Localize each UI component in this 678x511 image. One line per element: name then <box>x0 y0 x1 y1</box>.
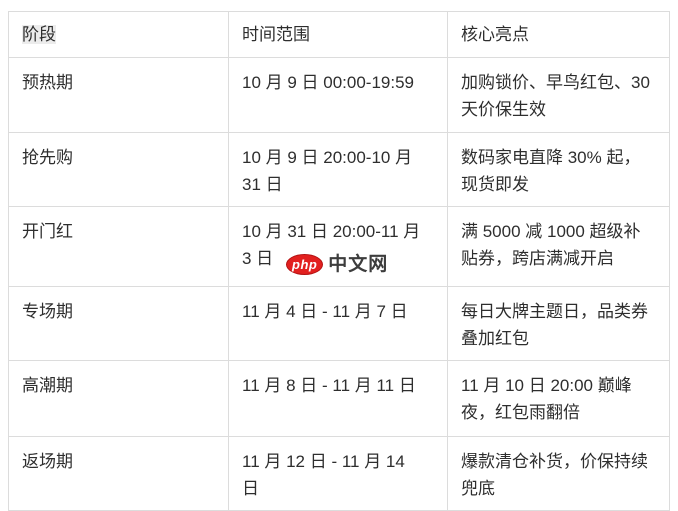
stage-label: 返场期 <box>22 452 73 471</box>
time-range-text: 11 月 4 日 - 11 月 7 日 <box>242 302 408 321</box>
stage-cell: 返场期 <box>8 436 229 511</box>
time-cell: 11 月 12 日 - 11 月 14 日 <box>228 436 448 511</box>
table-row: 返场期 11 月 12 日 - 11 月 14 日 爆款清仓补货，价保持续 兜底 <box>8 436 670 511</box>
time-range-text: 10 月 9 日 00:00-19:59 <box>242 73 415 92</box>
table-row: 抢先购 10 月 9 日 20:00-10 月 31 日 数码家电直降 30% … <box>8 132 670 207</box>
time-range-text: 10 月 9 日 20:00-10 月 31 日 <box>242 148 413 194</box>
highlight-text: 11 月 10 日 20:00 巅峰 夜，红包雨翻倍 <box>461 376 632 422</box>
stage-label: 预热期 <box>22 73 73 92</box>
highlight-text: 爆款清仓补货，价保持续 兜底 <box>461 452 648 498</box>
table-row: 开门红 10 月 31 日 20:00-11 月 3 日 php 中文网 满 500… <box>8 206 670 287</box>
highlight-cell: 加购锁价、早鸟红包、30 天价保生效 <box>447 57 670 133</box>
stage-cell: 抢先购 <box>8 132 229 207</box>
table-row: 高潮期 11 月 8 日 - 11 月 11 日 11 月 10 日 20:00… <box>8 360 670 437</box>
column-header-stage-label: 阶段 <box>22 25 56 44</box>
promotion-schedule-table: 阶段 时间范围 核心亮点 预热期 10 月 9 日 00:00-19:59 加购… <box>8 11 670 511</box>
time-range-text: 11 月 12 日 - 11 月 14 日 <box>242 452 405 498</box>
column-header-stage: 阶段 <box>8 11 229 58</box>
highlight-cell: 满 5000 减 1000 超级补 贴券，跨店满减开启 <box>447 206 670 287</box>
time-cell: 10 月 9 日 00:00-19:59 <box>228 57 448 133</box>
column-header-time-range-label: 时间范围 <box>242 25 310 44</box>
time-cell: 10 月 31 日 20:00-11 月 3 日 php 中文网 <box>228 206 448 287</box>
table-header: 阶段 时间范围 核心亮点 <box>8 11 670 58</box>
stage-cell: 预热期 <box>8 57 229 133</box>
stage-cell: 开门红 <box>8 206 229 287</box>
column-header-highlights-label: 核心亮点 <box>461 25 529 44</box>
stage-label: 抢先购 <box>22 148 73 167</box>
highlight-text: 每日大牌主题日，品类券 叠加红包 <box>461 302 648 348</box>
time-cell: 11 月 4 日 - 11 月 7 日 <box>228 286 448 361</box>
table-row: 专场期 11 月 4 日 - 11 月 7 日 每日大牌主题日，品类券 叠加红包 <box>8 286 670 361</box>
php-logo-badge: php <box>286 254 324 275</box>
stage-label: 高潮期 <box>22 376 73 395</box>
php-logo-site-text: 中文网 <box>328 254 389 275</box>
table-body: 预热期 10 月 9 日 00:00-19:59 加购锁价、早鸟红包、30 天价… <box>8 57 670 511</box>
time-range-text: 11 月 8 日 - 11 月 11 日 <box>242 376 416 395</box>
table-row: 预热期 10 月 9 日 00:00-19:59 加购锁价、早鸟红包、30 天价… <box>8 57 670 133</box>
stage-cell: 专场期 <box>8 286 229 361</box>
stage-cell: 高潮期 <box>8 360 229 437</box>
stage-label: 专场期 <box>22 302 73 321</box>
highlight-text: 数码家电直降 30% 起， 现货即发 <box>461 148 641 194</box>
column-header-highlights: 核心亮点 <box>447 11 670 58</box>
php-cn-watermark: php 中文网 <box>286 251 388 278</box>
time-cell: 11 月 8 日 - 11 月 11 日 <box>228 360 448 437</box>
highlight-text: 加购锁价、早鸟红包、30 天价保生效 <box>461 73 650 119</box>
highlight-cell: 爆款清仓补货，价保持续 兜底 <box>447 436 670 511</box>
time-range-text: 10 月 31 日 20:00-11 月 3 日 <box>242 222 421 268</box>
highlight-cell: 11 月 10 日 20:00 巅峰 夜，红包雨翻倍 <box>447 360 670 437</box>
highlight-text: 满 5000 减 1000 超级补 贴券，跨店满减开启 <box>461 222 641 268</box>
highlight-cell: 数码家电直降 30% 起， 现货即发 <box>447 132 670 207</box>
column-header-time-range: 时间范围 <box>228 11 448 58</box>
stage-label: 开门红 <box>22 222 73 241</box>
header-row: 阶段 时间范围 核心亮点 <box>8 11 670 58</box>
highlight-cell: 每日大牌主题日，品类券 叠加红包 <box>447 286 670 361</box>
time-cell: 10 月 9 日 20:00-10 月 31 日 <box>228 132 448 207</box>
